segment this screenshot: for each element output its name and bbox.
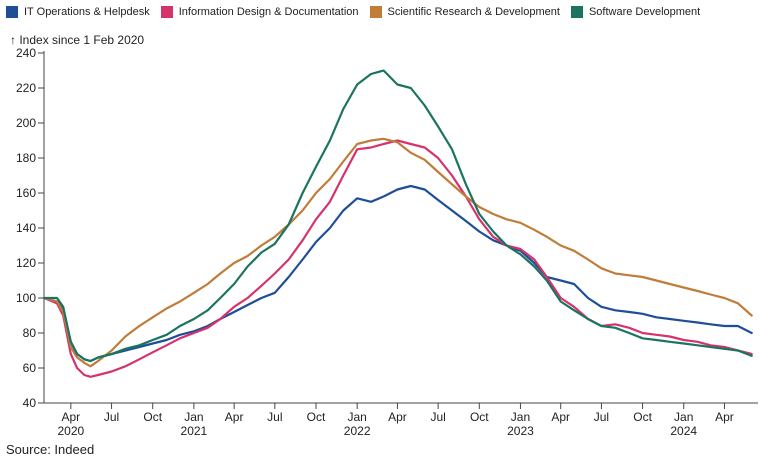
series-line-scientific-research-development xyxy=(42,137,753,368)
chart-legend: IT Operations & Helpdesk Information Des… xyxy=(6,4,700,20)
legend-item-software-development[interactable]: Software Development xyxy=(570,4,701,20)
y-tick-label: 80 xyxy=(23,326,37,340)
legend-item-it-operations[interactable]: IT Operations & Helpdesk xyxy=(6,4,150,20)
x-tick-label: Jul xyxy=(267,410,282,424)
y-tick-label: 200 xyxy=(16,116,36,130)
x-tick-label: Apr xyxy=(551,410,570,424)
y-tick-label: 60 xyxy=(23,361,37,375)
y-tick-label: 240 xyxy=(16,46,36,60)
arrow-up-icon: ↑ xyxy=(10,33,16,47)
y-axis-label: ↑ Index since 1 Feb 2020 xyxy=(10,33,144,47)
x-tick-label: Jul xyxy=(594,410,609,424)
x-tick-year-label: 2023 xyxy=(507,424,534,438)
x-tick-label: Jan xyxy=(184,410,203,424)
series-line-information-design-documentation xyxy=(42,139,753,378)
x-tick-label: Oct xyxy=(470,410,489,424)
y-tick-label: 40 xyxy=(23,396,37,410)
x-tick-label: Jul xyxy=(430,410,445,424)
x-tick-label: Oct xyxy=(143,410,162,424)
x-tick-label: Oct xyxy=(633,410,652,424)
legend-swatch xyxy=(570,6,583,18)
x-tick-year-label: 2022 xyxy=(344,424,371,438)
x-tick-year-label: 2021 xyxy=(181,424,208,438)
legend-label: Scientific Research & Development xyxy=(387,6,560,18)
x-tick-label: Jan xyxy=(347,410,366,424)
source-note: Source: Indeed xyxy=(6,442,95,457)
legend-swatch xyxy=(160,6,173,18)
y-tick-label: 180 xyxy=(16,151,36,165)
y-axis-label-text: Index since 1 Feb 2020 xyxy=(19,33,145,47)
legend-item-scientific-research[interactable]: Scientific Research & Development xyxy=(369,4,560,20)
x-tick-label: Apr xyxy=(61,410,80,424)
x-tick-label: Oct xyxy=(307,410,326,424)
x-tick-label: Jan xyxy=(674,410,693,424)
y-tick-label: 100 xyxy=(16,291,36,305)
x-tick-label: Jan xyxy=(511,410,530,424)
y-tick-label: 120 xyxy=(16,256,36,270)
legend-label: Information Design & Documentation xyxy=(178,6,359,18)
legend-swatch xyxy=(369,6,382,18)
legend-swatch xyxy=(6,6,18,18)
series-lines xyxy=(42,69,753,378)
y-tick-label: 140 xyxy=(16,221,36,235)
x-tick-label: Apr xyxy=(715,410,734,424)
x-tick-label: Apr xyxy=(388,410,407,424)
x-tick-label: Jul xyxy=(104,410,119,424)
legend-label: Software Development xyxy=(588,6,701,18)
legend-label: IT Operations & Helpdesk xyxy=(24,6,150,18)
x-tick-year-label: 2020 xyxy=(57,424,84,438)
y-axis: 40 60 80 100 120 140 160 180 200 220 240 xyxy=(16,46,45,410)
legend-item-information-design[interactable]: Information Design & Documentation xyxy=(160,4,359,20)
x-tick-year-label: 2024 xyxy=(670,424,697,438)
y-tick-label: 160 xyxy=(16,186,36,200)
y-tick-label: 220 xyxy=(16,81,36,95)
series-line-it-operations-helpdesk xyxy=(42,184,753,363)
series-line-software-development xyxy=(42,69,753,363)
x-tick-label: Apr xyxy=(225,410,244,424)
